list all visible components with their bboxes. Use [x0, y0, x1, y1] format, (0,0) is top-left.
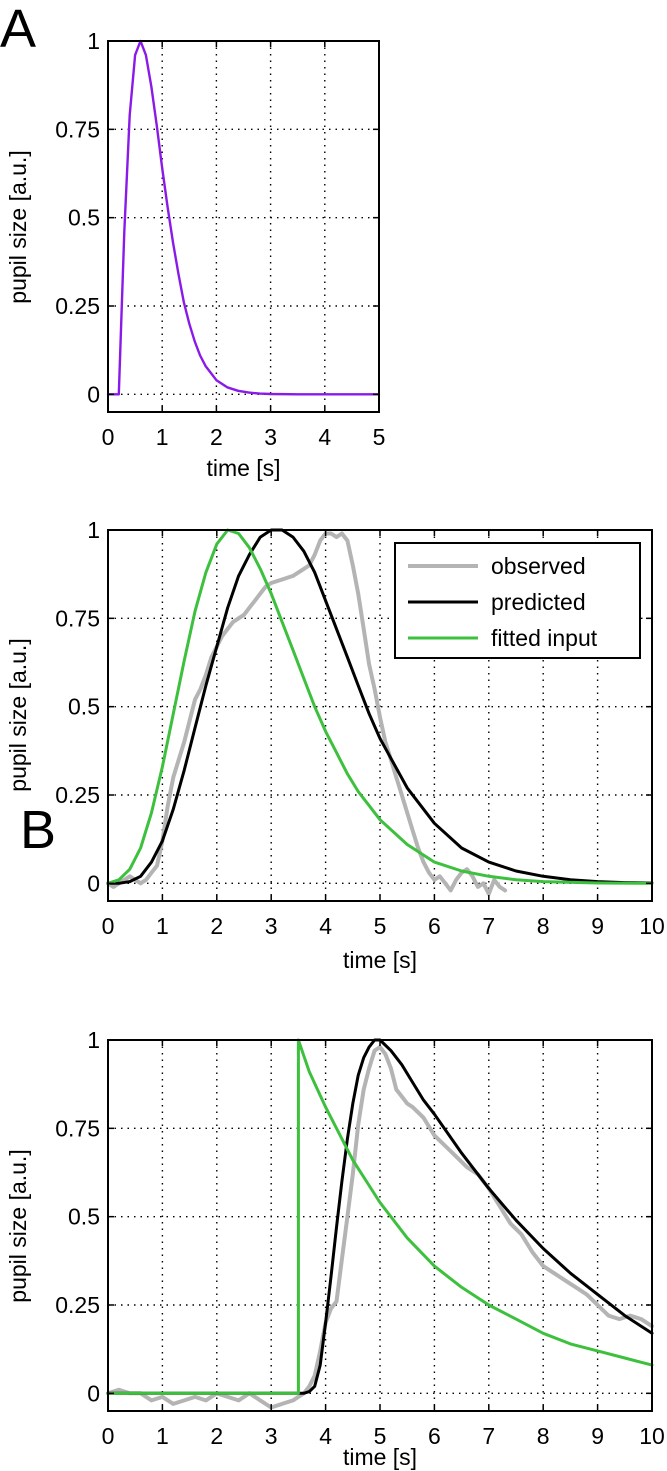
- x-tick-label-3: 3: [265, 1423, 278, 1449]
- x-tick-label-0: 0: [102, 1423, 115, 1449]
- chart-kernel: 0 0.25 0.5 0.75 1 0 1 2 3 4 5 time [s] pupil size…: [5, 28, 385, 481]
- y-tick-label-1: 0.25: [55, 1292, 100, 1318]
- legend-label-observed: observed: [491, 553, 586, 579]
- x-tick-label-5: 5: [374, 1423, 387, 1449]
- legend: observed predicted fitted input: [394, 542, 641, 659]
- x-tick-label-0: 0: [102, 913, 115, 939]
- series-line-predicted: [106, 528, 654, 885]
- y-tick-label-2: 0.5: [68, 205, 100, 231]
- x-tick-label-4: 4: [319, 1423, 332, 1449]
- y-tick-label-1: 0.25: [55, 782, 100, 808]
- series-line-observed: [106, 531, 508, 896]
- y-ticks-kernel: 0 0.25 0.5 0.75 1: [55, 28, 379, 407]
- x-axis-label-fit-a: time [s]: [343, 947, 417, 973]
- y-axis-label-fit-b: pupil size [a.u.]: [5, 1149, 31, 1302]
- plot-frame-fit-a: [107, 529, 653, 902]
- x-ticks-fit-b: 0 1 2 3 4 5 6 7 8 9 10: [102, 1040, 665, 1449]
- x-tick-label-10: 10: [639, 913, 665, 939]
- series-group-fit-a: [106, 528, 654, 896]
- series-line-kernel: [106, 39, 381, 396]
- x-ticks-kernel: 0 1 2 3 4 5: [102, 41, 386, 450]
- panel-label-a: A: [0, 0, 36, 59]
- x-tick-label-3: 3: [265, 913, 278, 939]
- grid-fit-b: [108, 1040, 652, 1411]
- x-tick-label-5: 5: [374, 913, 387, 939]
- x-tick-label-2: 2: [210, 424, 223, 450]
- x-tick-label-2: 2: [210, 913, 223, 939]
- x-tick-label-7: 7: [482, 1423, 495, 1449]
- x-tick-label-9: 9: [591, 1423, 604, 1449]
- panel-label-b: B: [20, 800, 56, 860]
- x-tick-label-10: 10: [639, 1423, 665, 1449]
- y-tick-label-4: 1: [87, 517, 100, 543]
- grid-kernel: [108, 41, 379, 412]
- x-tick-label-6: 6: [428, 1423, 441, 1449]
- y-tick-label-3: 0.75: [55, 116, 100, 142]
- x-tick-label-4: 4: [318, 424, 331, 450]
- x-tick-label-1: 1: [156, 424, 169, 450]
- y-tick-label-2: 0.5: [68, 1204, 100, 1230]
- y-tick-label-0: 0: [87, 381, 100, 407]
- x-tick-label-8: 8: [537, 1423, 550, 1449]
- y-tick-label-1: 0.25: [55, 293, 100, 319]
- series-group-kernel: [106, 39, 381, 396]
- series-line-fitted-input: [106, 1038, 654, 1395]
- y-tick-label-0: 0: [87, 1380, 100, 1406]
- x-tick-label-7: 7: [482, 913, 495, 939]
- y-axis-label-fit-a: pupil size [a.u.]: [5, 638, 31, 791]
- y-ticks-fit-a: 0 0.25 0.5 0.75 1: [55, 517, 652, 896]
- x-tick-label-6: 6: [428, 913, 441, 939]
- y-tick-label-4: 1: [87, 28, 100, 54]
- y-ticks-fit-b: 0 0.25 0.5 0.75 1: [55, 1027, 652, 1406]
- plot-frame-fit-b: [107, 1039, 653, 1412]
- plot-frame-kernel: [107, 40, 380, 413]
- x-tick-label-2: 2: [210, 1423, 223, 1449]
- y-axis-label-kernel: pupil size [a.u.]: [5, 150, 31, 303]
- chart-fit-b: 0 0.25 0.5 0.75 1 0 1 2 3 4 5 6 7 8 9 10 time [s] pupi…: [5, 1027, 665, 1470]
- legend-label-predicted: predicted: [491, 589, 586, 615]
- x-tick-label-1: 1: [156, 1423, 169, 1449]
- legend-label-fitted-input: fitted input: [491, 625, 598, 651]
- series-line-fitted-input: [106, 528, 654, 885]
- y-tick-label-4: 1: [87, 1027, 100, 1053]
- x-tick-label-3: 3: [264, 424, 277, 450]
- x-axis-label-kernel: time [s]: [206, 455, 280, 481]
- x-tick-label-9: 9: [591, 913, 604, 939]
- x-tick-label-1: 1: [156, 913, 169, 939]
- x-tick-label-5: 5: [373, 424, 386, 450]
- x-axis-label-fit-b: time [s]: [343, 1444, 417, 1470]
- x-tick-label-4: 4: [319, 913, 332, 939]
- y-tick-label-3: 0.75: [55, 1115, 100, 1141]
- x-tick-label-0: 0: [102, 424, 115, 450]
- y-tick-label-0: 0: [87, 870, 100, 896]
- chart-fit-a: 0 0.25 0.5 0.75 1 0 1 2 3 4 5 6 7 8 9 10 time [s] pupi…: [5, 517, 665, 973]
- x-tick-label-8: 8: [537, 913, 550, 939]
- y-tick-label-2: 0.5: [68, 694, 100, 720]
- y-tick-label-3: 0.75: [55, 605, 100, 631]
